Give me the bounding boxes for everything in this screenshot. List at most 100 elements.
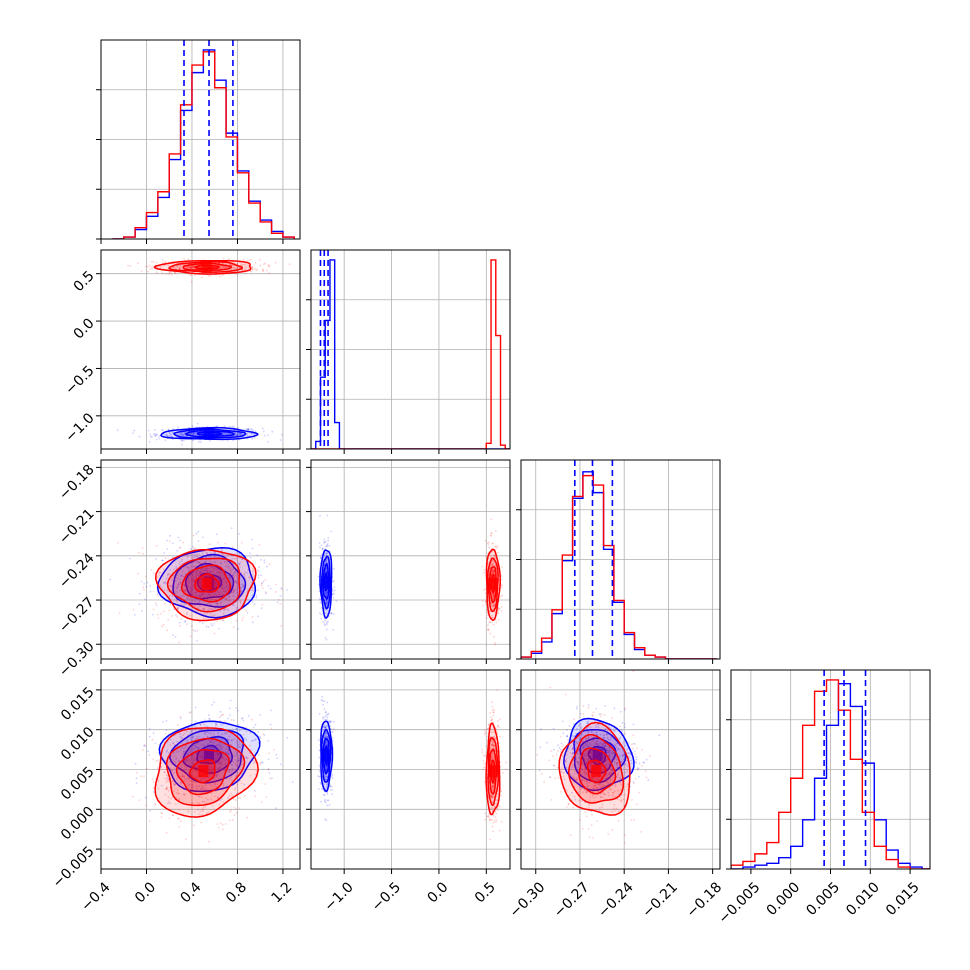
scatter-point	[242, 616, 245, 619]
scatter-point	[325, 767, 328, 770]
scatter-point	[230, 763, 233, 766]
scatter-point	[209, 598, 212, 601]
scatter-point	[192, 780, 195, 783]
scatter-point	[222, 756, 225, 759]
scatter-point	[192, 585, 195, 588]
scatter-point	[216, 774, 219, 776]
scatter-point	[192, 546, 195, 548]
scatter-point	[239, 566, 241, 568]
x-tick-label: 0.010	[843, 879, 883, 919]
scatter-point	[205, 552, 208, 554]
scatter-point	[239, 600, 242, 602]
scatter-point	[323, 783, 326, 786]
scatter-point	[330, 530, 332, 533]
scatter-point	[192, 432, 195, 435]
scatter-point	[488, 541, 490, 544]
scatter-point	[237, 628, 240, 630]
scatter-point	[152, 732, 155, 735]
density-contour	[196, 431, 223, 437]
hist-panel-0	[96, 39, 301, 244]
scatter-point	[228, 769, 231, 772]
scatter-point	[261, 582, 263, 585]
scatter-point	[195, 575, 198, 578]
scatter-point	[211, 792, 213, 795]
scatter-point	[251, 267, 254, 270]
scatter-point	[233, 738, 236, 740]
scatter-point	[201, 754, 203, 757]
scatter-point	[199, 756, 202, 759]
scatter-point	[151, 266, 153, 268]
scatter-point	[151, 260, 153, 263]
scatter-point	[169, 569, 172, 571]
scatter-point	[207, 747, 209, 750]
scatter-point	[198, 561, 200, 564]
scatter-point	[229, 599, 231, 602]
scatter-point	[190, 565, 192, 567]
scatter-point	[155, 604, 158, 606]
scatter-point	[194, 571, 197, 573]
scatter-point	[501, 584, 503, 587]
scatter-point	[228, 576, 231, 579]
scatter-point	[151, 267, 153, 270]
scatter-point	[219, 742, 222, 745]
scatter-point	[238, 433, 240, 436]
scatter-point	[168, 595, 171, 597]
scatter-point	[187, 752, 189, 755]
scatter-point	[148, 264, 151, 267]
scatter-point	[214, 593, 217, 596]
scatter-point	[190, 625, 193, 627]
scatter-point	[222, 588, 225, 590]
scatter-point	[188, 777, 190, 780]
scatter-point	[202, 593, 204, 596]
scatter-point	[227, 567, 230, 569]
scatter-point	[214, 607, 217, 610]
scatter-point	[188, 778, 191, 781]
scatter-point	[260, 574, 262, 577]
scatter-point	[213, 783, 216, 786]
scatter-point	[493, 554, 495, 557]
scatter-point	[176, 264, 179, 267]
scatter-point	[280, 587, 283, 590]
scatter-point	[195, 532, 198, 535]
scatter-point	[204, 733, 207, 735]
scatter-point	[191, 577, 194, 580]
scatter-point	[145, 265, 147, 268]
scatter-point	[325, 570, 327, 573]
scatter-point	[164, 732, 167, 735]
scatter-point	[325, 767, 327, 769]
scatter-point	[236, 433, 239, 436]
scatter-point	[223, 266, 226, 269]
scatter-point	[326, 776, 328, 778]
scatter-point	[246, 435, 249, 438]
scatter-point	[195, 787, 198, 789]
scatter-point	[151, 738, 154, 741]
scatter-point	[199, 581, 202, 584]
scatter-point	[190, 589, 192, 592]
scatter-point	[321, 548, 324, 551]
scatter-point	[209, 733, 212, 736]
density-contour	[160, 426, 259, 441]
scatter-point	[235, 764, 238, 767]
scatter-point	[332, 629, 335, 631]
scatter-point	[267, 440, 269, 443]
scatter-point	[190, 590, 192, 592]
scatter-point	[258, 566, 261, 568]
scatter-point	[251, 266, 254, 269]
scatter-point	[274, 261, 277, 264]
scatter-point	[176, 591, 178, 594]
scatter-point	[224, 732, 227, 734]
scatter-point	[173, 784, 176, 787]
scatter-point	[206, 603, 209, 605]
scatter-point	[220, 571, 223, 574]
scatter-point	[187, 810, 190, 813]
scatter-point	[147, 750, 150, 753]
scatter-point	[318, 756, 321, 759]
scatter-point	[324, 818, 326, 820]
scatter-point	[218, 762, 221, 765]
scatter-point	[220, 562, 223, 565]
scatter-point	[243, 575, 246, 577]
scatter-point	[150, 568, 153, 571]
scatter-point	[234, 432, 236, 435]
scatter-point	[149, 585, 151, 587]
scatter-point	[230, 527, 233, 529]
